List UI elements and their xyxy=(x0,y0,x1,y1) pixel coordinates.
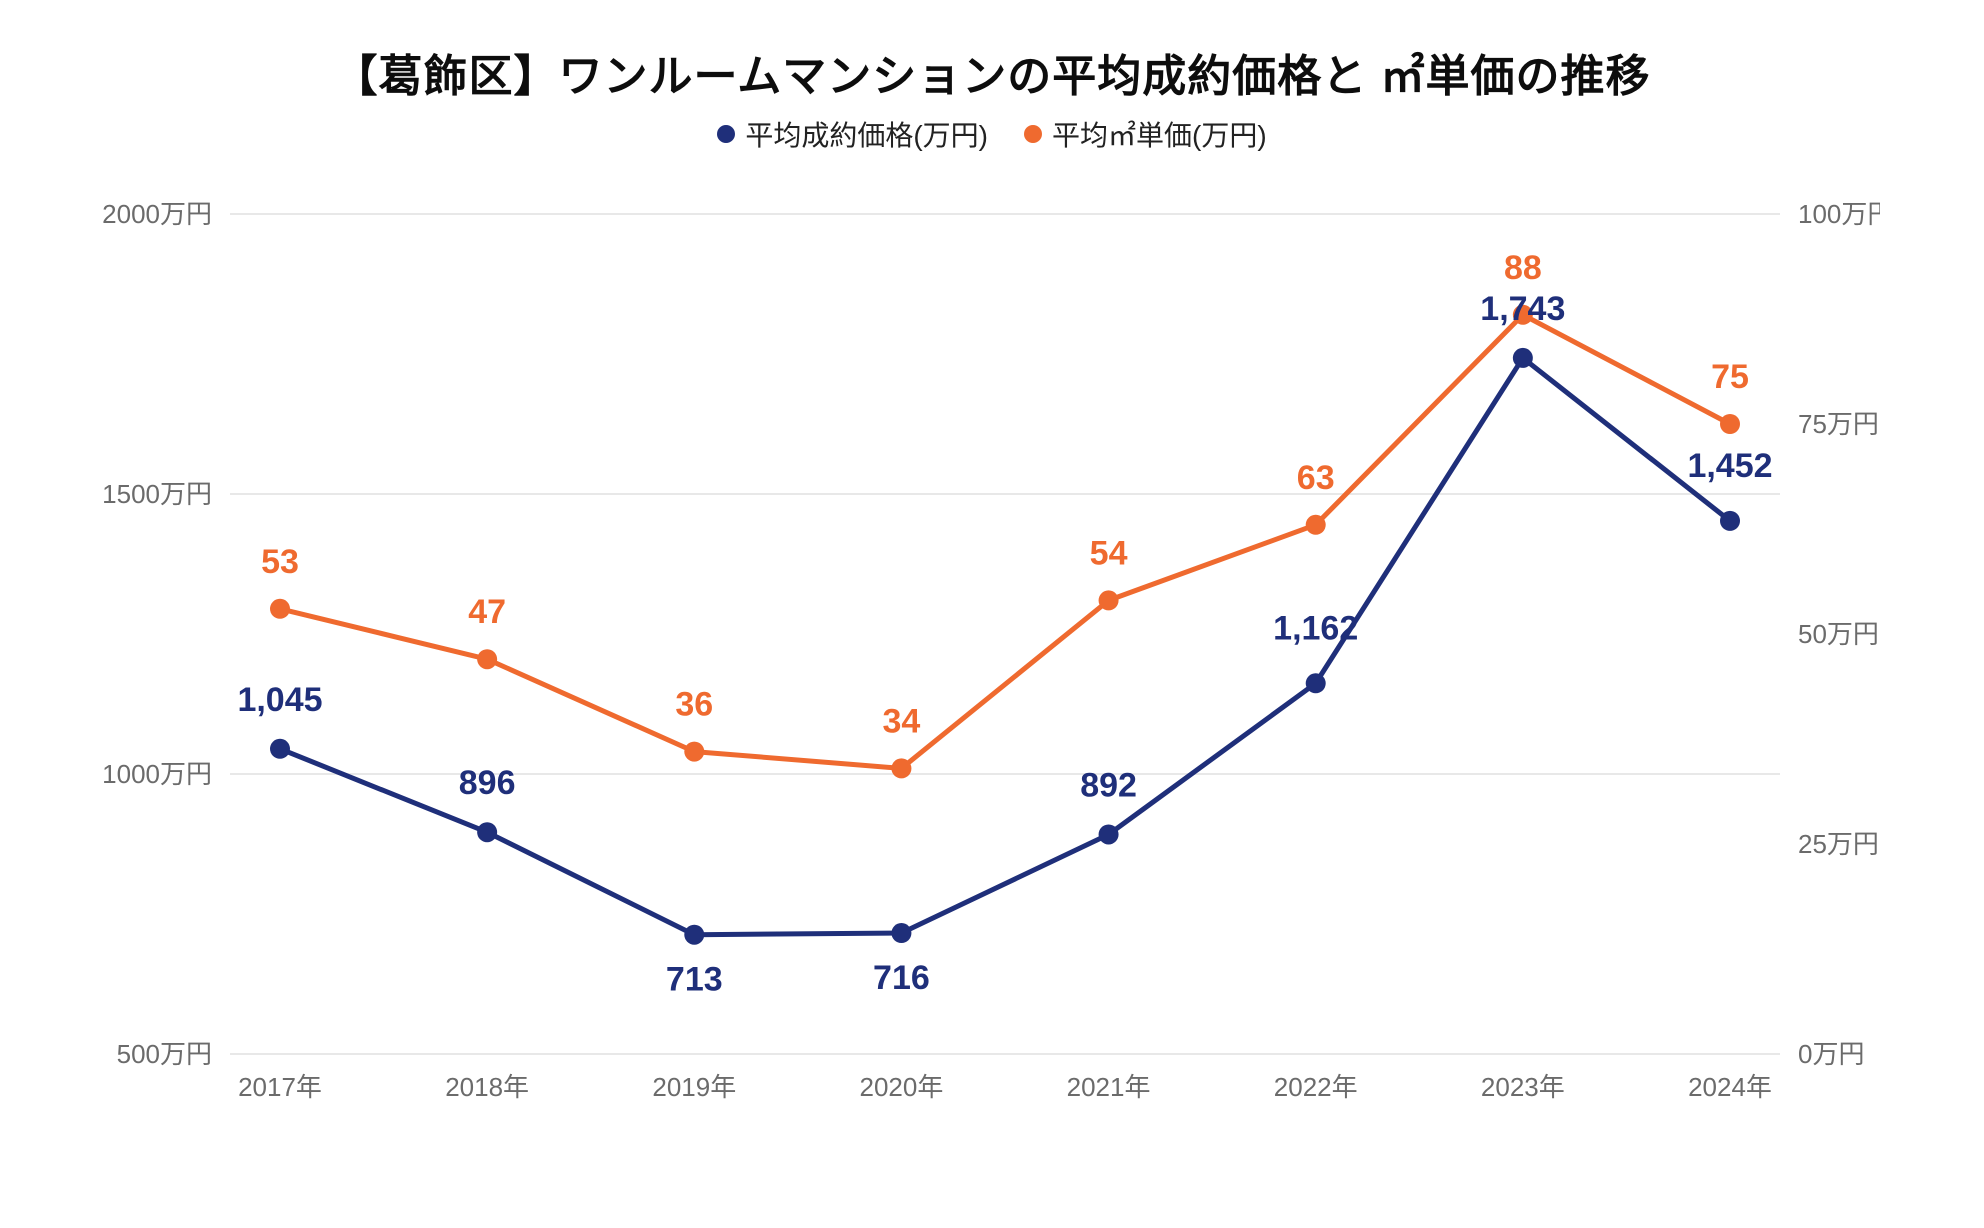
data-label: 34 xyxy=(883,702,921,740)
series-marker xyxy=(477,649,497,669)
legend-dot-series-b xyxy=(1024,125,1042,143)
x-tick-label: 2019年 xyxy=(652,1072,736,1102)
series-marker xyxy=(1099,590,1119,610)
x-tick-label: 2017年 xyxy=(238,1072,322,1102)
legend-dot-series-a xyxy=(717,125,735,143)
data-label: 1,162 xyxy=(1273,609,1358,647)
y-right-tick-label: 50万円 xyxy=(1798,619,1879,649)
series-marker xyxy=(891,923,911,943)
y-right-tick-label: 0万円 xyxy=(1798,1039,1864,1069)
x-tick-label: 2023年 xyxy=(1481,1072,1565,1102)
data-label: 1,045 xyxy=(237,681,322,719)
data-label: 63 xyxy=(1297,459,1335,497)
chart-page: 【葛飾区】ワンルームマンションの平均成約価格と ㎡単価の推移 平均成約価格(万円… xyxy=(0,0,1984,1228)
series-marker xyxy=(270,739,290,759)
data-label: 896 xyxy=(459,764,516,802)
data-label: 892 xyxy=(1080,766,1137,804)
y-left-tick-label: 1000万円 xyxy=(102,759,212,789)
chart-title: 【葛飾区】ワンルームマンションの平均成約価格と ㎡単価の推移 xyxy=(60,40,1924,104)
data-label: 47 xyxy=(468,593,506,631)
y-left-tick-label: 2000万円 xyxy=(102,199,212,229)
line-chart-svg: 500万円 1000万円 1500万円 2000万円 0万円 25万円 50万円 75万円 10… xyxy=(60,174,1880,1154)
data-label: 53 xyxy=(261,543,299,581)
legend-item-series-a: 平均成約価格(万円) xyxy=(717,114,988,154)
data-label: 1,743 xyxy=(1480,290,1565,328)
series-marker xyxy=(1720,511,1740,531)
series-marker xyxy=(1720,414,1740,434)
series-marker xyxy=(270,599,290,619)
series-marker xyxy=(684,925,704,945)
y-right-tick-label: 100万円 xyxy=(1798,199,1880,229)
series-marker xyxy=(1513,348,1533,368)
data-label: 54 xyxy=(1090,534,1128,572)
chart-area: 500万円 1000万円 1500万円 2000万円 0万円 25万円 50万円 75万円 10… xyxy=(60,174,1924,1154)
series-marker xyxy=(1306,515,1326,535)
series-marker xyxy=(1306,673,1326,693)
data-label: 88 xyxy=(1504,249,1542,287)
data-label: 1,452 xyxy=(1687,447,1772,485)
data-label: 75 xyxy=(1711,358,1749,396)
x-tick-label: 2020年 xyxy=(860,1072,944,1102)
chart-legend: 平均成約価格(万円) 平均㎡単価(万円) xyxy=(60,114,1924,154)
legend-item-series-b: 平均㎡単価(万円) xyxy=(1024,114,1267,154)
x-tick-label: 2022年 xyxy=(1274,1072,1358,1102)
data-label: 713 xyxy=(666,961,723,999)
x-tick-label: 2021年 xyxy=(1067,1072,1151,1102)
series-marker xyxy=(477,822,497,842)
legend-label-series-b: 平均㎡単価(万円) xyxy=(1052,114,1267,154)
data-label: 36 xyxy=(675,686,713,724)
legend-label-series-a: 平均成約価格(万円) xyxy=(745,114,988,154)
y-right-tick-label: 25万円 xyxy=(1798,829,1879,859)
y-left-tick-label: 1500万円 xyxy=(102,479,212,509)
y-right-tick-label: 75万円 xyxy=(1798,409,1879,439)
data-label: 716 xyxy=(873,959,930,997)
x-tick-label: 2024年 xyxy=(1688,1072,1772,1102)
x-tick-label: 2018年 xyxy=(445,1072,529,1102)
series-marker xyxy=(891,758,911,778)
series-marker xyxy=(684,742,704,762)
y-left-tick-label: 500万円 xyxy=(117,1039,212,1069)
series-marker xyxy=(1099,824,1119,844)
